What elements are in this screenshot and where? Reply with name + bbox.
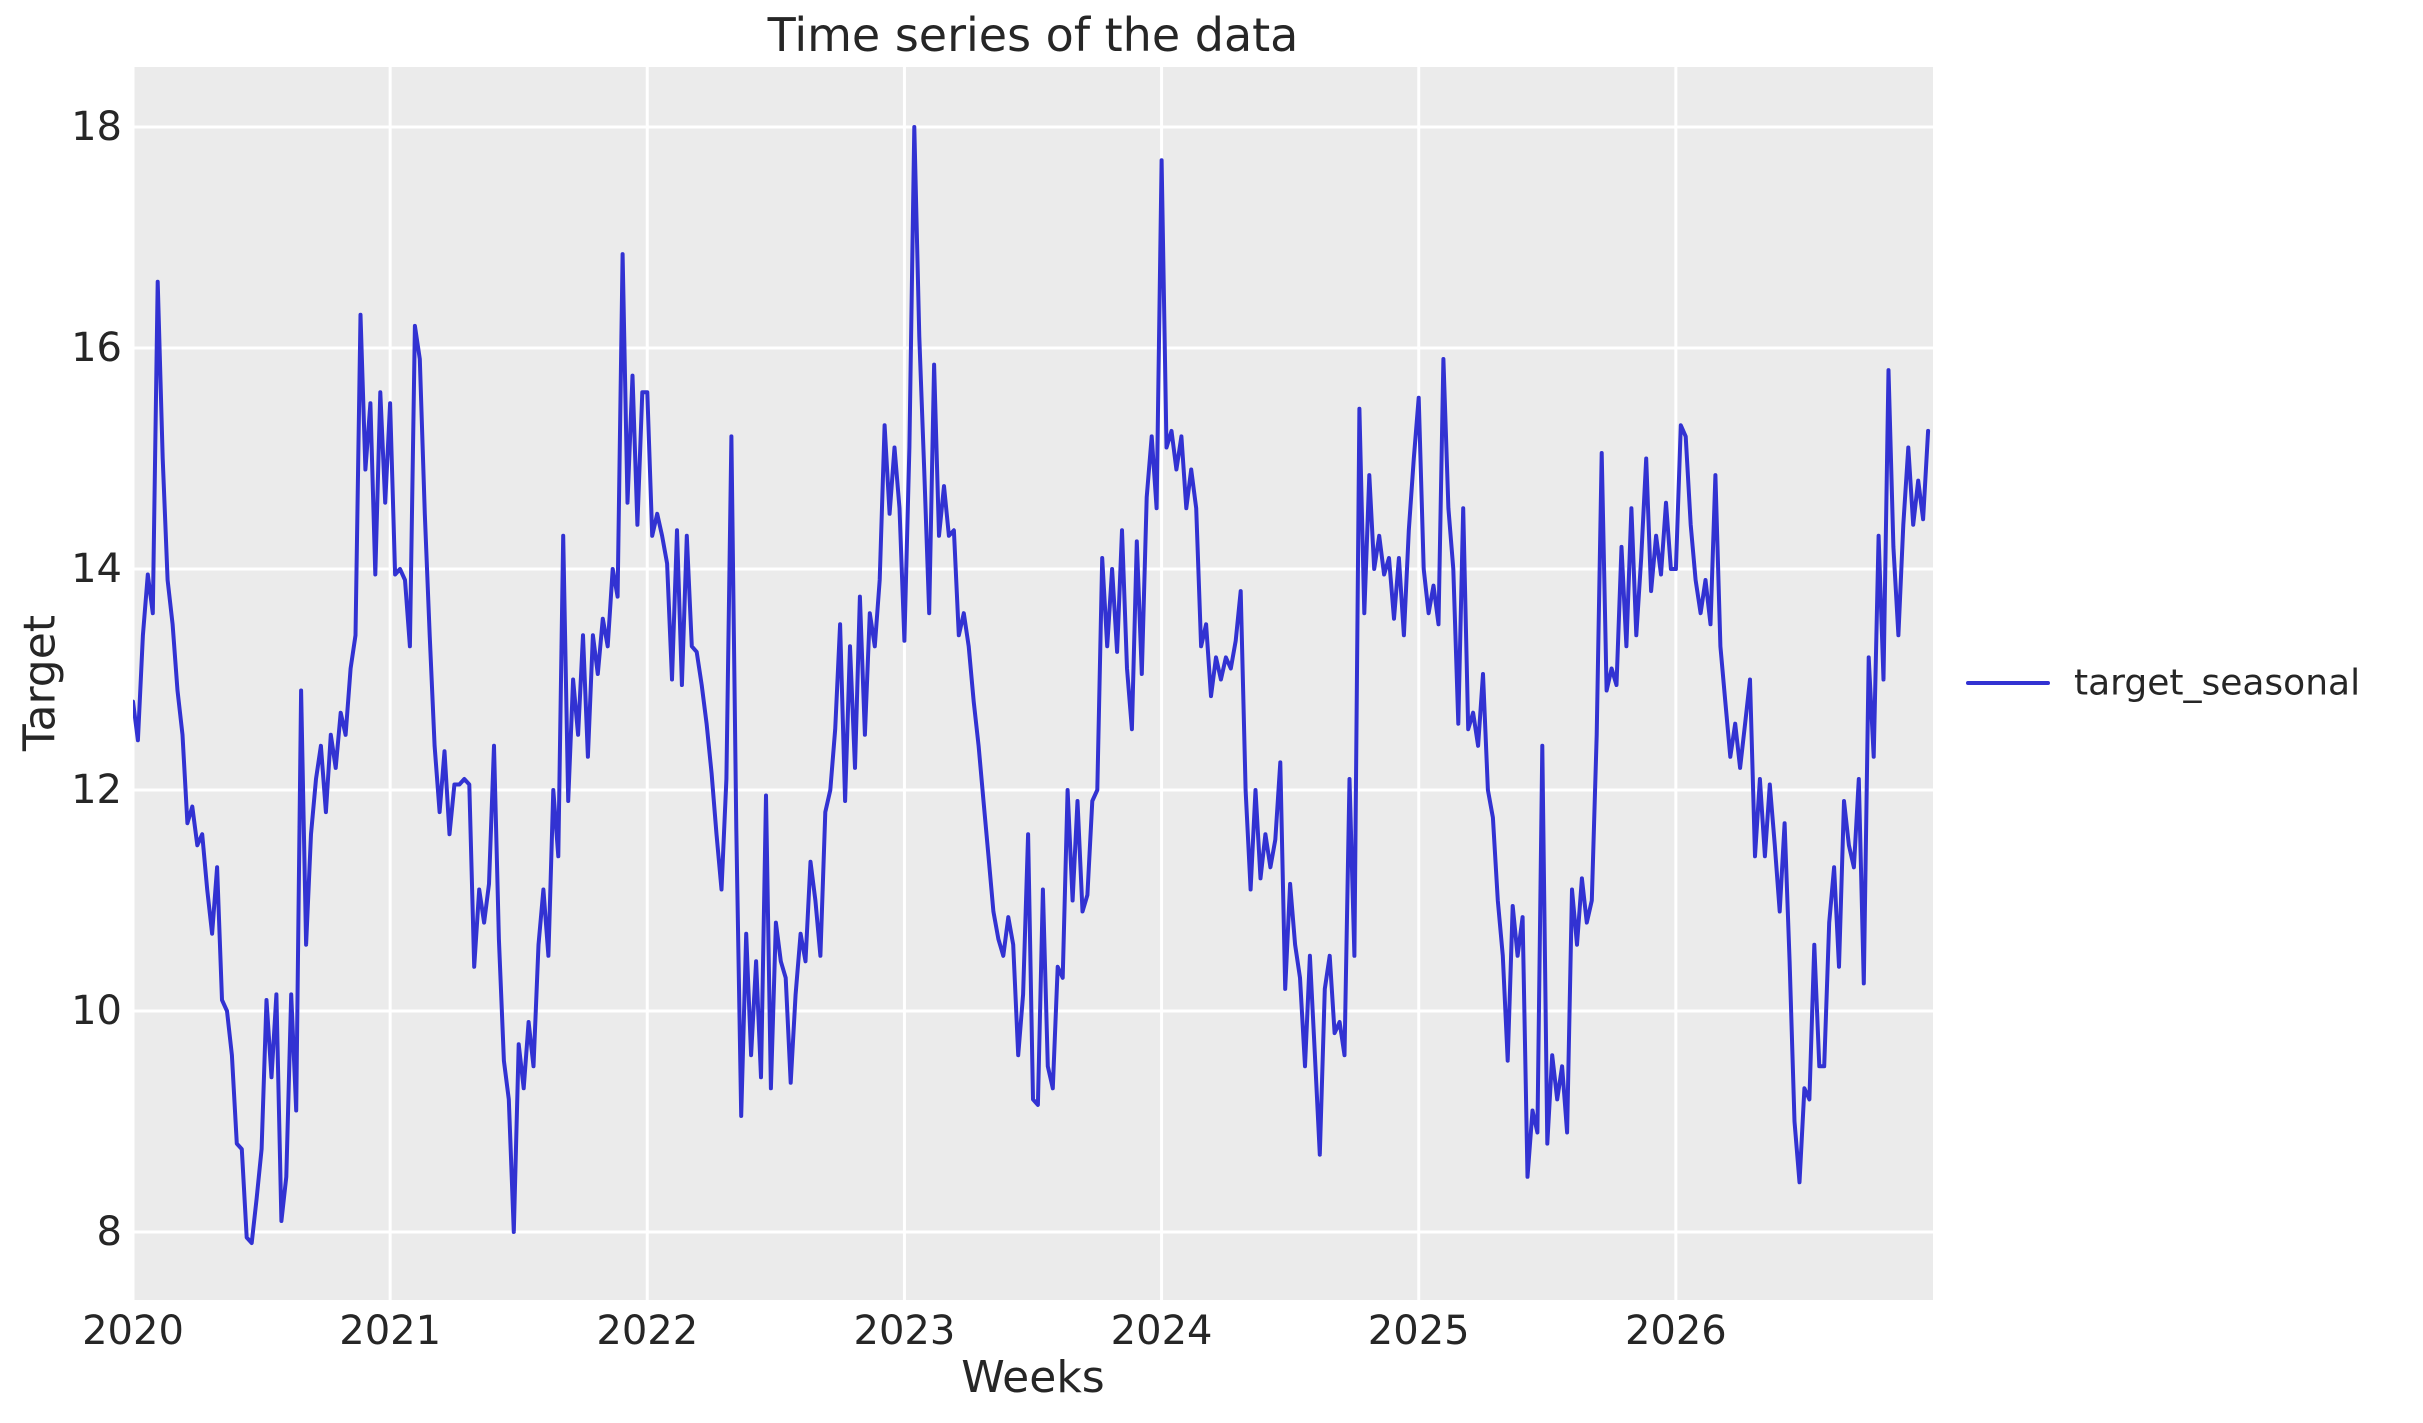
series-line-target_seasonal bbox=[133, 125, 1931, 1245]
x-tick-label: 2022 bbox=[596, 1308, 699, 1354]
x-tick-label: 2025 bbox=[1367, 1308, 1470, 1354]
chart-title: Time series of the data bbox=[767, 8, 1299, 62]
y-tick-label: 12 bbox=[71, 767, 122, 813]
y-tick-label: 18 bbox=[71, 104, 122, 150]
plot-area bbox=[133, 67, 1933, 1300]
y-tick-label: 14 bbox=[71, 546, 122, 592]
x-tick-label: 2026 bbox=[1624, 1308, 1727, 1354]
x-tick-label: 2021 bbox=[339, 1308, 442, 1354]
line-chart-svg bbox=[133, 67, 1933, 1300]
y-tick-label: 10 bbox=[71, 988, 122, 1034]
legend-label: target_seasonal bbox=[2074, 662, 2361, 704]
y-tick-label: 8 bbox=[96, 1209, 122, 1255]
legend-line-sample bbox=[1966, 681, 2050, 685]
y-axis-label: Target bbox=[14, 614, 66, 752]
x-tick-label: 2020 bbox=[82, 1308, 184, 1354]
x-axis-label: Weeks bbox=[961, 1352, 1105, 1403]
y-tick-label: 16 bbox=[71, 325, 122, 371]
x-tick-label: 2024 bbox=[1110, 1308, 1213, 1354]
x-tick-label: 2023 bbox=[853, 1308, 956, 1354]
